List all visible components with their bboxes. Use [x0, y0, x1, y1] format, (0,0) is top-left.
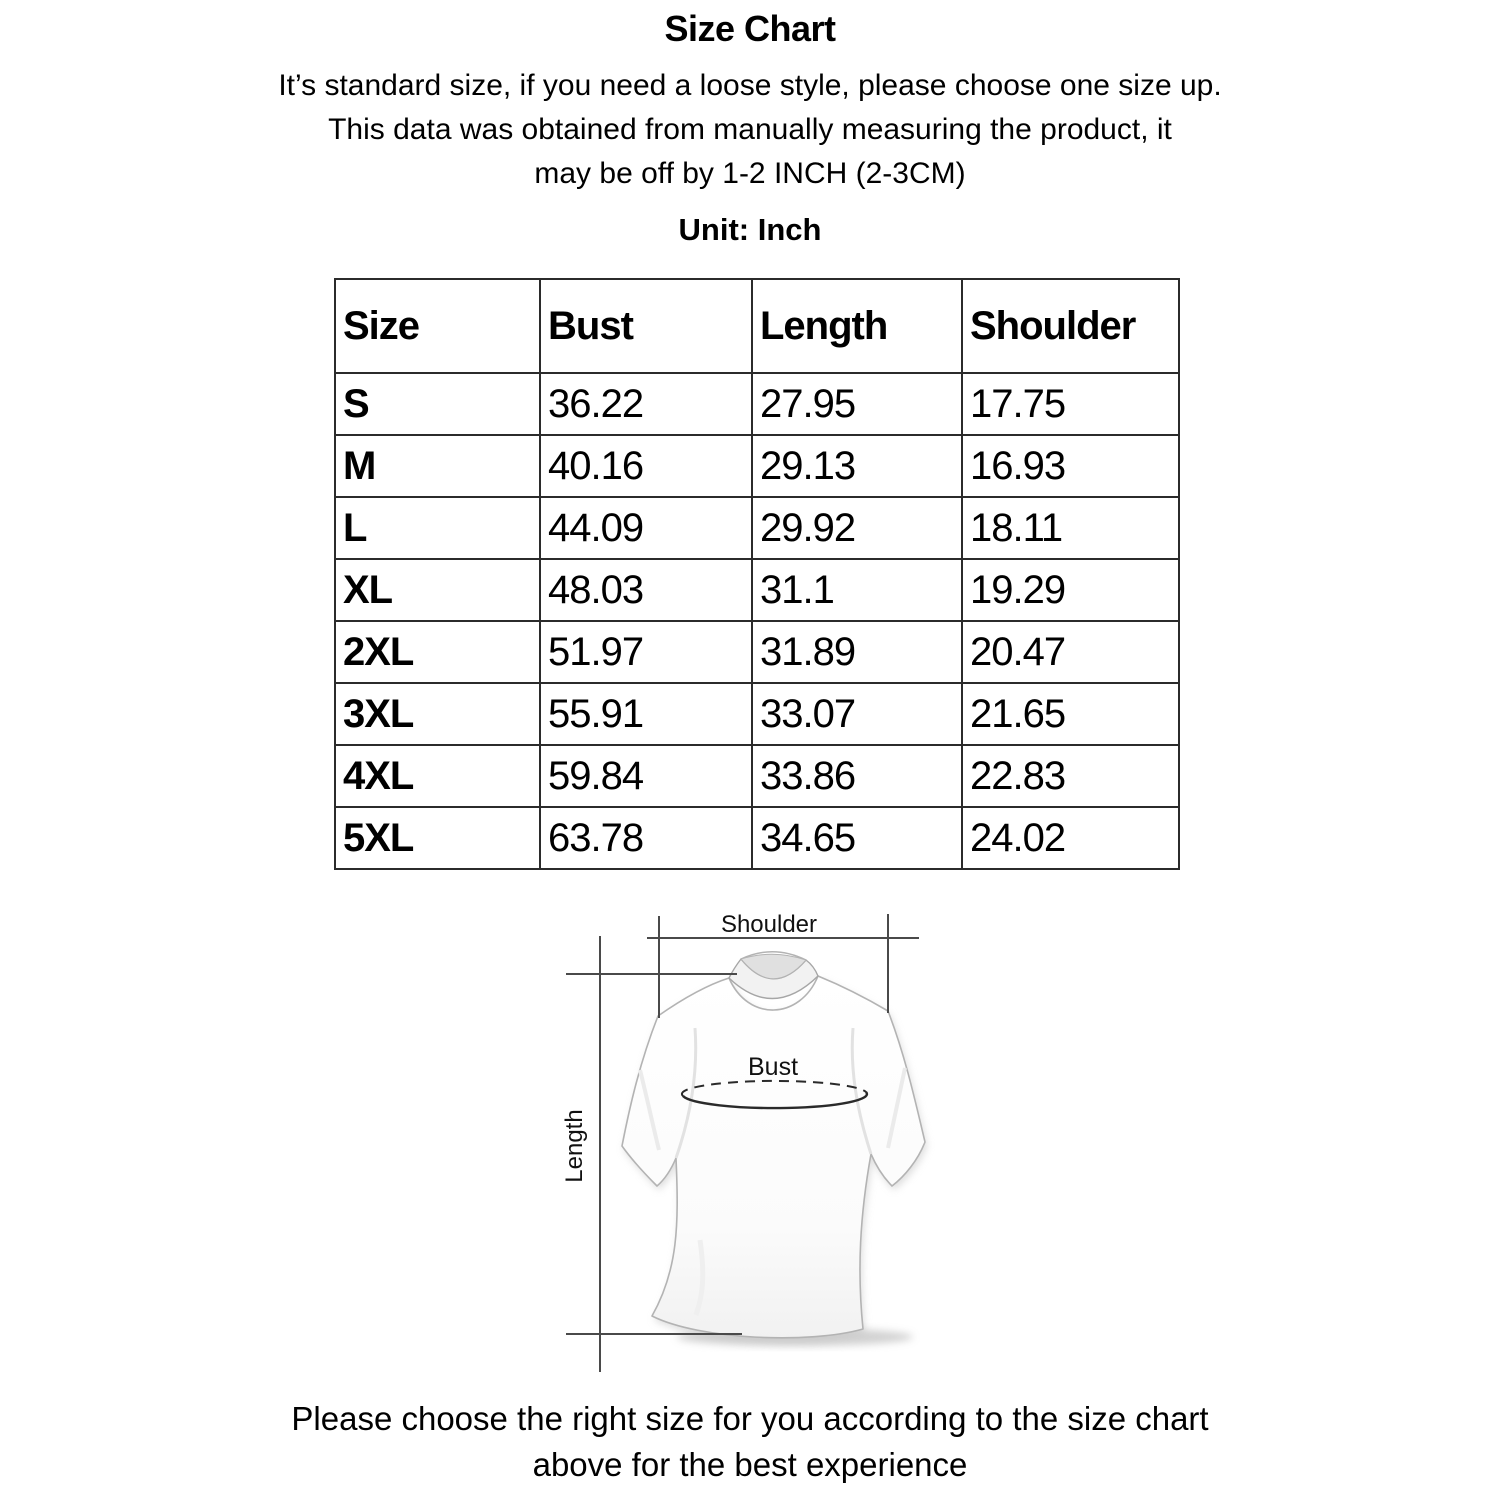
bust-cell: 51.97 — [539, 620, 753, 684]
length-label: Length — [561, 1109, 588, 1182]
table-row: L 44.09 29.92 18.11 — [334, 496, 1180, 560]
length-cell: 27.95 — [751, 372, 963, 436]
shoulder-label: Shoulder — [721, 911, 817, 938]
size-cell: XL — [334, 558, 541, 622]
bust-cell: 59.84 — [539, 744, 753, 808]
tshirt-measurement-diagram: Shoulder Bust Length — [540, 895, 1000, 1390]
length-cell: 34.65 — [751, 806, 963, 870]
table-row: XL 48.03 31.1 19.29 — [334, 558, 1180, 622]
length-cell: 31.89 — [751, 620, 963, 684]
bust-ellipse-solid-arc — [682, 1091, 869, 1110]
table-row: S 36.22 27.95 17.75 — [334, 372, 1180, 436]
col-header-shoulder: Shoulder — [961, 278, 1180, 374]
bust-cell: 55.91 — [539, 682, 753, 746]
shoulder-cell: 18.11 — [961, 496, 1180, 560]
disclaimer-line-2: This data was obtained from manually mea… — [328, 113, 1172, 146]
shoulder-cell: 17.75 — [961, 372, 1180, 436]
measurement-lines — [566, 914, 919, 1372]
bust-ellipse — [680, 1079, 869, 1110]
size-cell: 5XL — [334, 806, 541, 870]
shoulder-cell: 21.65 — [961, 682, 1180, 746]
table-row: 4XL 59.84 33.86 22.83 — [334, 744, 1180, 808]
col-header-length: Length — [751, 278, 963, 374]
shoulder-cell: 24.02 — [961, 806, 1180, 870]
col-header-size: Size — [334, 278, 541, 374]
shoulder-cell: 19.29 — [961, 558, 1180, 622]
size-table-body: S 36.22 27.95 17.75 M 40.16 29.13 16.93 L 44.09 29… — [334, 372, 1180, 870]
length-cell: 31.1 — [751, 558, 963, 622]
table-row: 2XL 51.97 31.89 20.47 — [334, 620, 1180, 684]
disclaimer-line-1: It’s standard size, if you need a loose … — [278, 69, 1222, 102]
table-row: 3XL 55.91 33.07 21.65 — [334, 682, 1180, 746]
size-cell: S — [334, 372, 541, 436]
footer-line-1: Please choose the right size for you acc… — [291, 1400, 1209, 1437]
size-cell: 2XL — [334, 620, 541, 684]
size-disclaimer: It’s standard size, if you need a loose … — [0, 64, 1500, 196]
table-header-row: Size Bust Length Shoulder — [334, 278, 1180, 374]
length-cell: 29.13 — [751, 434, 963, 498]
disclaimer-line-3: may be off by 1-2 INCH (2-3CM) — [534, 157, 966, 190]
length-cell: 33.86 — [751, 744, 963, 808]
unit-label: Unit: Inch — [678, 212, 822, 247]
size-cell: 4XL — [334, 744, 541, 808]
tshirt-illustration — [621, 951, 926, 1339]
bust-cell: 44.09 — [539, 496, 753, 560]
bust-cell: 63.78 — [539, 806, 753, 870]
bust-cell: 48.03 — [539, 558, 753, 622]
footer-line-2: above for the best experience — [532, 1446, 968, 1483]
col-header-bust: Bust — [539, 278, 753, 374]
size-cell: 3XL — [334, 682, 541, 746]
bust-label: Bust — [748, 1053, 798, 1081]
shoulder-cell: 22.83 — [961, 744, 1180, 808]
table-row: M 40.16 29.13 16.93 — [334, 434, 1180, 498]
size-table: Size Bust Length Shoulder S 36.22 27.95 17.… — [334, 278, 1180, 870]
length-cell: 33.07 — [751, 682, 963, 746]
length-cell: 29.92 — [751, 496, 963, 560]
bust-cell: 36.22 — [539, 372, 753, 436]
tshirt-diagram-svg: Shoulder Bust Length — [561, 911, 927, 1372]
page-title: Size Chart — [664, 8, 836, 49]
bust-ellipse-dashed-arc — [680, 1079, 867, 1097]
size-cell: M — [334, 434, 541, 498]
shoulder-cell: 16.93 — [961, 434, 1180, 498]
shoulder-cell: 20.47 — [961, 620, 1180, 684]
bust-cell: 40.16 — [539, 434, 753, 498]
footer-note: Please choose the right size for you acc… — [0, 1396, 1500, 1488]
size-cell: L — [334, 496, 541, 560]
table-row: 5XL 63.78 34.65 24.02 — [334, 806, 1180, 870]
